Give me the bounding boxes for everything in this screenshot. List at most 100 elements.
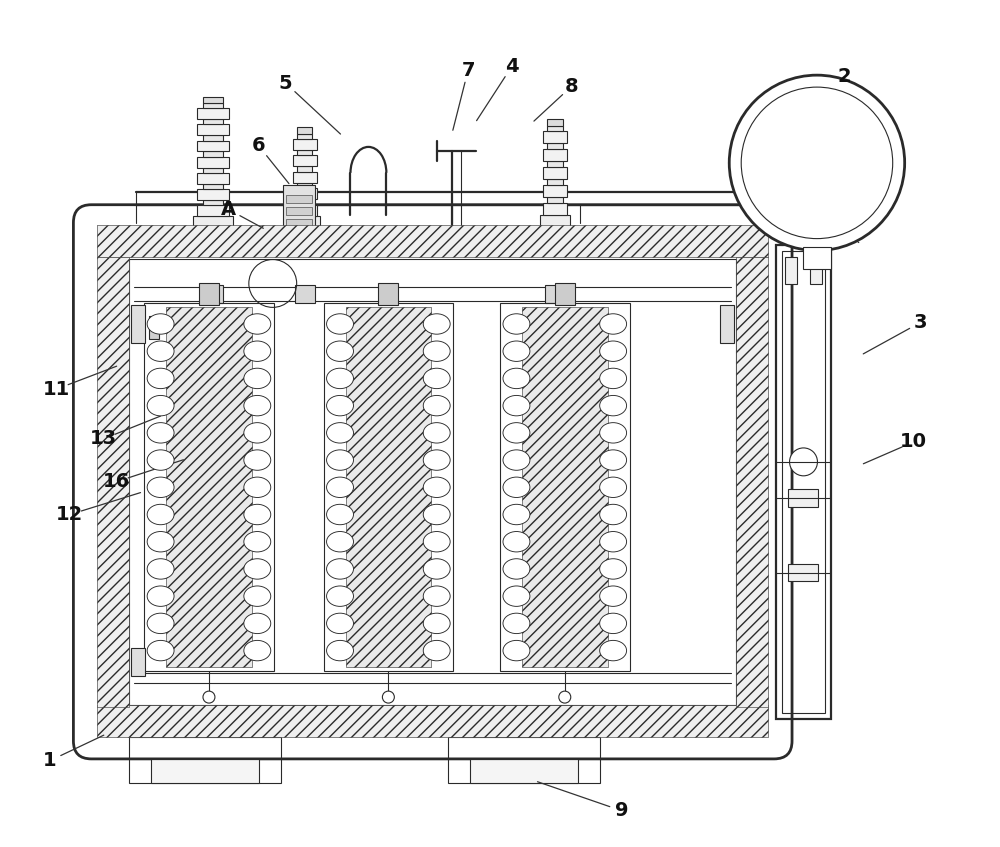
Bar — [543, 167, 567, 180]
Bar — [293, 205, 317, 216]
Ellipse shape — [423, 341, 450, 362]
Bar — [324, 303, 453, 671]
Ellipse shape — [423, 559, 450, 579]
Text: 8: 8 — [565, 76, 579, 96]
Bar — [97, 257, 129, 707]
Text: A: A — [221, 200, 236, 219]
Text: 13: 13 — [90, 429, 117, 448]
Ellipse shape — [327, 423, 353, 443]
Ellipse shape — [244, 396, 271, 416]
Ellipse shape — [423, 613, 450, 634]
Bar — [540, 215, 570, 228]
Ellipse shape — [423, 586, 450, 606]
Ellipse shape — [423, 477, 450, 497]
Ellipse shape — [600, 313, 627, 335]
Ellipse shape — [244, 313, 271, 335]
Text: 2: 2 — [837, 67, 851, 86]
Bar — [283, 185, 315, 230]
Ellipse shape — [147, 450, 174, 470]
Bar — [470, 759, 578, 783]
Ellipse shape — [600, 423, 627, 443]
Ellipse shape — [503, 477, 530, 497]
Ellipse shape — [327, 341, 353, 362]
Text: 12: 12 — [56, 505, 83, 524]
Bar — [203, 103, 223, 108]
FancyBboxPatch shape — [73, 205, 792, 759]
Bar — [543, 149, 567, 161]
Text: 11: 11 — [43, 379, 70, 399]
Bar — [297, 167, 312, 172]
Bar — [286, 219, 312, 227]
Ellipse shape — [244, 613, 271, 634]
Bar — [197, 141, 229, 152]
Bar — [199, 284, 219, 306]
Ellipse shape — [600, 477, 627, 497]
Text: 16: 16 — [103, 473, 130, 491]
Bar — [203, 184, 223, 189]
Text: 1: 1 — [43, 751, 56, 771]
Bar — [131, 306, 145, 343]
Ellipse shape — [503, 640, 530, 661]
Ellipse shape — [600, 450, 627, 470]
Bar — [97, 705, 768, 737]
Bar — [543, 202, 567, 215]
Ellipse shape — [147, 559, 174, 579]
Ellipse shape — [147, 313, 174, 335]
Ellipse shape — [327, 640, 353, 661]
Bar — [547, 143, 563, 149]
Ellipse shape — [147, 368, 174, 389]
Ellipse shape — [600, 532, 627, 552]
Bar — [286, 195, 312, 202]
Circle shape — [741, 87, 893, 239]
Bar — [286, 207, 312, 214]
Bar — [543, 185, 567, 197]
Circle shape — [790, 448, 817, 476]
Ellipse shape — [423, 450, 450, 470]
Bar — [290, 216, 320, 228]
Bar — [500, 303, 630, 671]
Bar — [297, 199, 312, 205]
Ellipse shape — [327, 450, 353, 470]
Text: 7: 7 — [461, 61, 475, 80]
Ellipse shape — [600, 586, 627, 606]
Ellipse shape — [503, 559, 530, 579]
Bar — [295, 285, 315, 303]
Ellipse shape — [244, 341, 271, 362]
Bar — [203, 97, 223, 103]
Bar — [547, 180, 563, 185]
Bar — [203, 168, 223, 173]
Ellipse shape — [147, 504, 174, 524]
Bar — [197, 173, 229, 184]
Ellipse shape — [244, 450, 271, 470]
Ellipse shape — [327, 368, 353, 389]
Ellipse shape — [327, 396, 353, 416]
Ellipse shape — [244, 477, 271, 497]
Ellipse shape — [600, 396, 627, 416]
Ellipse shape — [503, 450, 530, 470]
Ellipse shape — [244, 504, 271, 524]
Ellipse shape — [147, 423, 174, 443]
Bar — [293, 155, 317, 167]
Text: 9: 9 — [615, 801, 628, 820]
Bar — [129, 737, 281, 783]
Bar — [197, 205, 229, 216]
Bar — [293, 188, 317, 199]
Bar — [293, 172, 317, 183]
Ellipse shape — [244, 559, 271, 579]
Ellipse shape — [503, 368, 530, 389]
Bar — [736, 257, 768, 707]
Ellipse shape — [327, 613, 353, 634]
Ellipse shape — [503, 396, 530, 416]
Bar — [776, 245, 831, 719]
Text: 3: 3 — [914, 313, 927, 332]
Bar — [131, 648, 145, 676]
Ellipse shape — [423, 532, 450, 552]
Ellipse shape — [503, 313, 530, 335]
Bar — [782, 251, 825, 713]
Bar — [297, 134, 312, 139]
Bar — [803, 246, 831, 268]
Ellipse shape — [503, 586, 530, 606]
Ellipse shape — [244, 640, 271, 661]
Ellipse shape — [600, 341, 627, 362]
Bar — [149, 329, 159, 340]
